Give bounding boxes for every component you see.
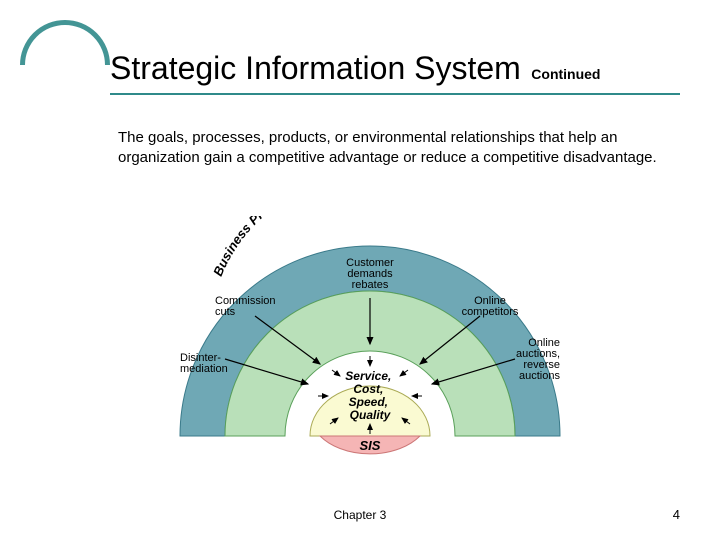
pressures-diagram: Business Pressures (competition) Disinte…: [160, 216, 580, 456]
description-paragraph: The goals, processes, products, or envir…: [118, 128, 680, 169]
title-main: Strategic Information System: [110, 50, 521, 86]
title-sub: Continued: [531, 66, 600, 82]
title-block: Strategic Information System Continued: [110, 50, 680, 95]
svg-text:Customerdemandsrebates: Customerdemandsrebates: [346, 257, 394, 291]
diagram-svg: Business Pressures (competition) Disinte…: [160, 216, 580, 456]
title-bullet-ring: [20, 20, 110, 110]
footer-page-number: 4: [673, 507, 680, 522]
footer-chapter: Chapter 3: [0, 508, 720, 522]
svg-text:Disinter-mediation: Disinter-mediation: [180, 352, 228, 375]
sis-label: SIS: [360, 438, 381, 453]
center-label: Service, Cost, Speed, Quality: [345, 369, 394, 422]
